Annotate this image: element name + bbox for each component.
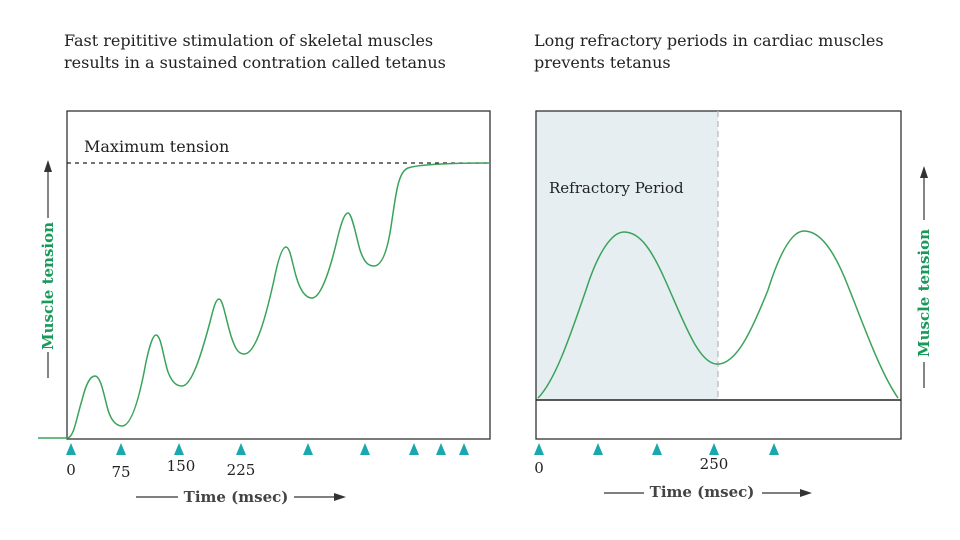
stimulus-marker-icon — [436, 443, 446, 455]
left-x-axis: Time (msec) — [136, 488, 346, 506]
right-x-axis-label: Time (msec) — [650, 483, 755, 501]
stimulus-marker-icon — [116, 443, 126, 455]
stimulus-marker-icon — [534, 443, 544, 455]
left-y-axis-label: Muscle tension — [39, 222, 57, 350]
left-plot-frame — [66, 110, 491, 440]
right-x-axis: Time (msec) — [604, 483, 812, 501]
tetanus-tension-curve — [38, 162, 491, 439]
stimulus-marker-icon — [360, 443, 370, 455]
max-tension-label: Maximum tension — [84, 137, 229, 156]
stimulus-marker-icon — [236, 443, 246, 455]
cardiac-tension-curve — [537, 230, 899, 399]
right-caption: Long refractory periods in cardiac muscl… — [534, 30, 934, 74]
right-tick-label: 0 — [534, 459, 544, 477]
stimulus-marker-icon — [174, 443, 184, 455]
left-caption-line1: Fast repititive stimulation of skeletal … — [64, 31, 434, 50]
left-x-axis-label: Time (msec) — [184, 488, 289, 506]
stimulus-marker-icon — [652, 443, 662, 455]
right-arrow-icon — [800, 489, 812, 497]
left-panel: Maximum tension Muscle tension 0 75 150 … — [38, 110, 491, 506]
right-caption-line2: prevents tetanus — [534, 53, 671, 72]
stimulus-marker-icon — [66, 443, 76, 455]
up-arrow-icon — [44, 160, 52, 172]
stimulus-marker-icon — [769, 443, 779, 455]
right-y-axis-label: Muscle tension — [915, 229, 933, 357]
right-arrow-icon — [334, 493, 346, 501]
up-arrow-icon — [920, 166, 928, 178]
stimulus-marker-icon — [409, 443, 419, 455]
stimulus-marker-icon — [303, 443, 313, 455]
right-stimulus-markers — [534, 443, 779, 455]
right-y-axis: Muscle tension — [915, 166, 933, 388]
right-tick-label: 250 — [700, 455, 729, 473]
left-caption: Fast repititive stimulation of skeletal … — [64, 30, 504, 74]
left-y-axis: Muscle tension — [39, 160, 57, 378]
refractory-shading — [536, 111, 718, 400]
right-caption-line1: Long refractory periods in cardiac muscl… — [534, 31, 884, 50]
left-tick-label: 150 — [167, 457, 196, 475]
right-panel: Refractory Period Muscle tension 0 250 T… — [534, 110, 933, 501]
left-tick-label: 225 — [227, 461, 256, 479]
left-tick-label: 0 — [66, 461, 76, 479]
left-caption-line2: results in a sustained contration called… — [64, 53, 446, 72]
stimulus-marker-icon — [593, 443, 603, 455]
stimulus-marker-icon — [459, 443, 469, 455]
left-stimulus-markers — [66, 443, 469, 455]
stimulus-marker-icon — [709, 443, 719, 455]
refractory-label: Refractory Period — [549, 179, 684, 197]
left-tick-label: 75 — [111, 463, 130, 481]
